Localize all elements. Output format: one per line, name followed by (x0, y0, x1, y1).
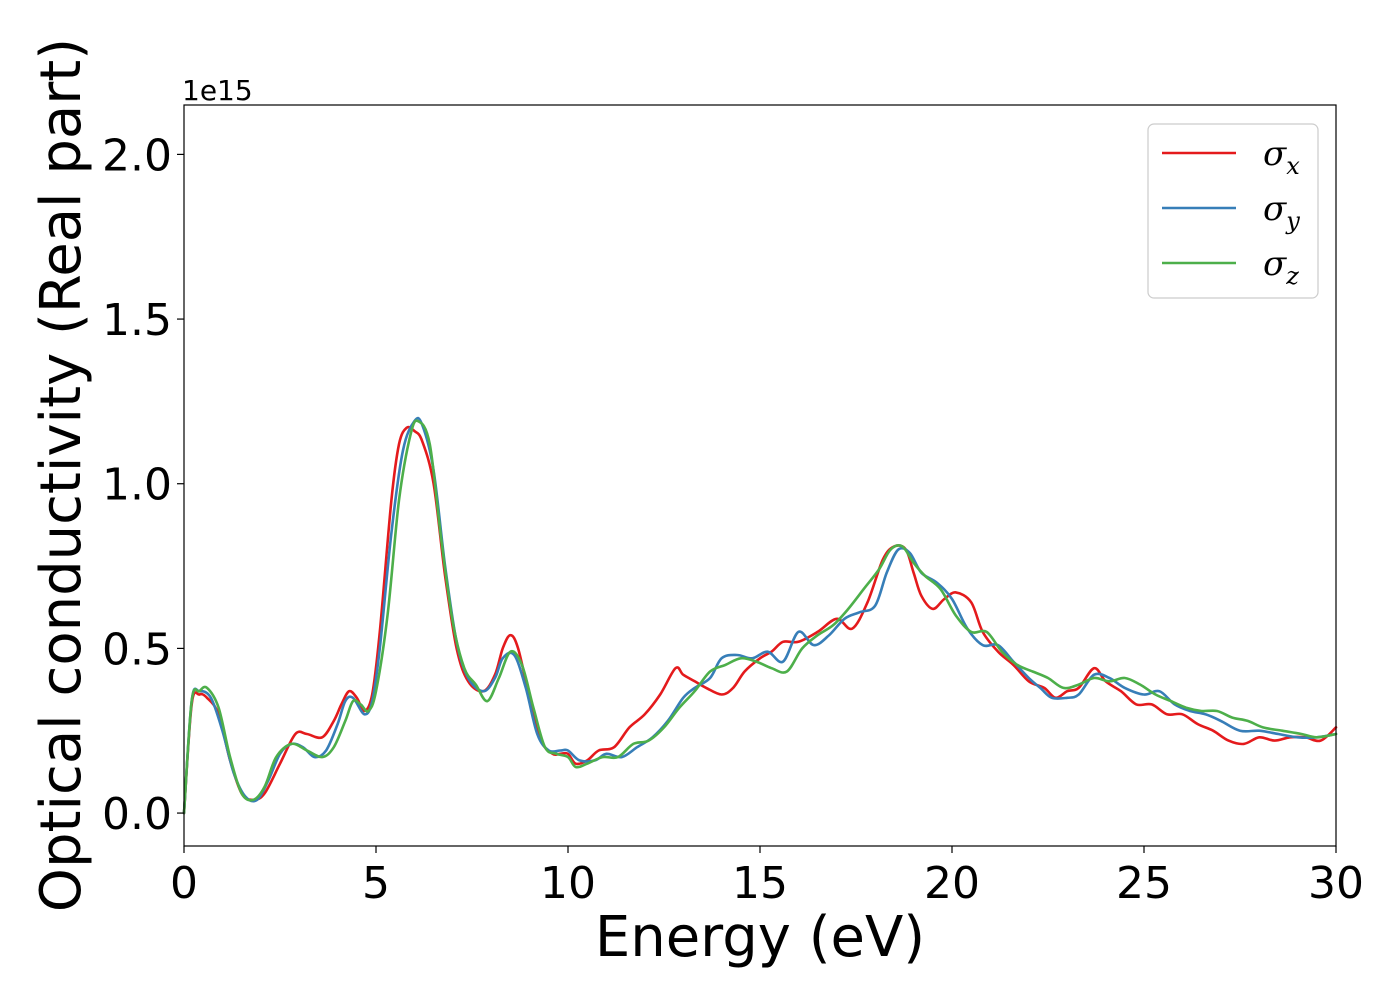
y-tick-label: 2.0 (102, 130, 172, 181)
series-line-sigma-x (182, 425, 1338, 815)
x-tick-label: 10 (540, 858, 596, 909)
plot-background (184, 105, 1336, 846)
x-tick-label: 20 (924, 858, 980, 909)
legend: σx σy σz (1147, 123, 1319, 299)
series-line-sigma-z (182, 419, 1338, 815)
y-offset-label: 1e15 (182, 74, 253, 107)
x-tick-label: 30 (1308, 858, 1364, 909)
y-tick-label: 1.0 (102, 460, 172, 511)
y-tick-label: 1.5 (102, 295, 172, 346)
y-axis: 0.0 0.5 1.0 1.5 2.0 (102, 130, 184, 840)
x-tick-label: 0 (170, 858, 198, 909)
legend-label-sigma-z: σz (1263, 244, 1299, 290)
x-tick-label: 25 (1116, 858, 1172, 909)
x-tick-label: 15 (732, 858, 788, 909)
series-layer (182, 416, 1338, 815)
legend-label-sigma-x: σx (1263, 134, 1300, 180)
y-tick-label: 0.5 (102, 624, 172, 675)
y-axis-label: Optical conductivity (Real part) (29, 38, 94, 912)
legend-frame (1147, 123, 1319, 299)
legend-label-sigma-y: σy (1263, 189, 1300, 235)
y-tick-label: 0.0 (102, 789, 172, 840)
x-tick-label: 5 (362, 858, 390, 909)
x-axis-label: Energy (eV) (595, 905, 925, 970)
x-axis: 0 5 10 15 20 25 30 (170, 846, 1364, 909)
